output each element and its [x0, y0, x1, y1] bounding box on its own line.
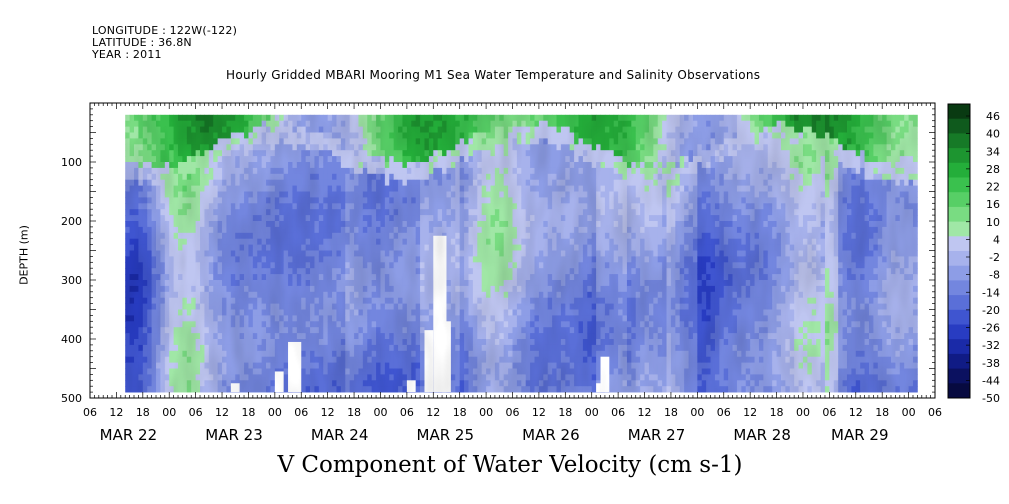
- longitude-label: LONGITUDE : 122W(-122): [92, 24, 238, 37]
- data-field: [125, 114, 918, 393]
- x-axis-label: V Component of Water Velocity (cm s-1): [277, 452, 743, 478]
- year-label: YEAR : 2011: [92, 48, 162, 61]
- chart-title: Hourly Gridded MBARI Mooring M1 Sea Wate…: [226, 68, 761, 82]
- latitude-label: LATITUDE : 36.8N: [92, 36, 192, 49]
